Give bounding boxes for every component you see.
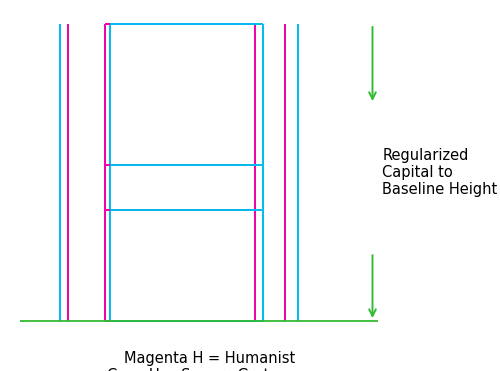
Text: Regularized
Capital to
Baseline Height: Regularized Capital to Baseline Height [382, 148, 498, 197]
Text: Magenta H = Humanist
Cyan H = Square Grotesque: Magenta H = Humanist Cyan H = Square Gro… [106, 351, 314, 371]
